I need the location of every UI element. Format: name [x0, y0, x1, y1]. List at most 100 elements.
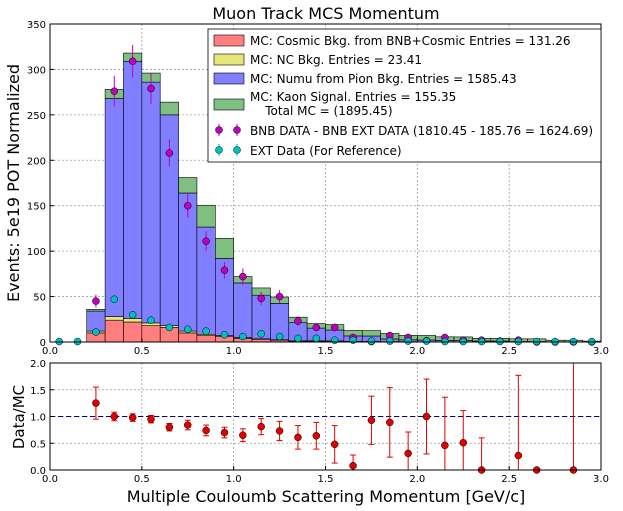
ratio-point [404, 449, 412, 458]
main-x-tick-label: 2.0 [409, 346, 425, 357]
ratio-point [239, 431, 247, 439]
legend-entry-bnb-data: BNB DATA - BNB EXT DATA (1810.45 - 185.7… [215, 124, 593, 138]
ratio-point [110, 412, 119, 421]
legend-label-numu: MC: Numu from Pion Bkg. Entries = 1585.4… [250, 72, 517, 86]
point-ext-data [312, 334, 321, 343]
point-bnb-data [312, 323, 321, 332]
ratio-point [202, 426, 210, 435]
main-y-tick-label: 300 [27, 65, 46, 76]
point-bnb-data [202, 237, 210, 245]
ratio-axis-ticks: 0.0 0.5 1.0 1.5 2.0 2.5 3.0 0.0 0.5 1.0 1.5 2.0 [30, 359, 609, 485]
main-y-tick-label: 50 [33, 293, 46, 304]
ratio-point [165, 423, 174, 431]
point-ext-data [147, 316, 155, 324]
legend-marker-ext-2 [233, 146, 241, 154]
ratio-point [147, 415, 155, 423]
ratio-x-tick-label: 1.5 [318, 474, 334, 485]
point-ext-data [92, 328, 100, 336]
legend-box [207, 28, 602, 163]
point-bnb-data [330, 323, 339, 332]
point-bnb-data [239, 272, 247, 281]
point-ext-data [257, 330, 265, 338]
point-bnb-data [257, 294, 265, 303]
legend-label-kaon-line: MC: Kaon Signal. Entries = 155.35 [250, 90, 456, 104]
point-bnb-data [275, 292, 284, 301]
ratio-point [459, 438, 467, 447]
bar-nc [104, 316, 124, 321]
point-bnb-data [220, 266, 229, 274]
point-ext-data [110, 295, 119, 304]
legend-entry-ext-data: EXT Data (For Reference) [215, 144, 402, 158]
main-y-axis-label: Events: 5e19 POT Normalized [4, 64, 23, 302]
point-ext-data [404, 337, 412, 345]
ratio-points [92, 362, 578, 474]
point-bnb-data [128, 57, 137, 66]
ratio-point [92, 399, 100, 407]
main-x-tick-label: 1.0 [226, 346, 242, 357]
point-ext-data [294, 334, 302, 343]
ratio-x-tick-label: 3.0 [593, 474, 609, 485]
legend-swatch-nc [213, 53, 245, 66]
bar-kaon [361, 330, 381, 337]
bar-cosmic [104, 319, 124, 343]
legend-swatch-kaon [213, 98, 245, 111]
main-x-tick-label: 1.5 [318, 346, 334, 357]
main-y-tick-label: 150 [27, 202, 46, 213]
legend-entry-kaon: MC: Kaon Signal. Entries = 155.35 Total … [213, 90, 456, 118]
ratio-point [441, 441, 449, 450]
ratio-point [128, 413, 137, 422]
ratio-point [367, 416, 376, 424]
legend-label-ext-data: EXT Data (For Reference) [250, 144, 402, 158]
ratio-y-tick-label: 2.0 [30, 359, 46, 370]
point-ext-data [349, 336, 357, 344]
legend-label-kaon: MC: Kaon Signal. Entries = 155.35 Total … [250, 90, 456, 118]
main-x-tick-label: 2.5 [501, 346, 517, 357]
bar-numu [233, 282, 253, 338]
legend-label-cosmic: MC: Cosmic Bkg. from BNB+Cosmic Entries … [250, 34, 571, 48]
bar-numu [104, 98, 124, 317]
bar-cosmic [196, 335, 216, 343]
x-axis-label: Multiple Couloumb Scattering Momentum [G… [127, 487, 526, 506]
point-ext-data [275, 332, 284, 341]
main-x-tick-label: 0.5 [134, 346, 150, 357]
bar-numu [86, 310, 106, 332]
point-ext-data [128, 310, 137, 319]
ratio-x-tick-label: 2.5 [501, 474, 517, 485]
bar-kaon [159, 101, 179, 116]
ratio-x-tick-label: 1.0 [226, 474, 242, 485]
ratio-x-tick-label: 0.0 [42, 474, 58, 485]
ratio-x-tick-label: 2.0 [409, 474, 425, 485]
point-ext-data [165, 323, 174, 332]
legend-marker-ext [215, 146, 223, 154]
legend-swatch-numu [213, 72, 245, 85]
main-histogram-panel: Muon Track MCS Momentum 0.0 0.5 1.0 1.5 2.0 2… [4, 4, 609, 357]
legend-marker-bnb-2 [233, 126, 241, 134]
point-bnb-data [294, 317, 302, 325]
point-ext-data [202, 327, 210, 335]
bar-cosmic [123, 321, 143, 343]
bar-kaon [178, 177, 198, 194]
ratio-point [312, 432, 321, 440]
point-bnb-data [92, 297, 100, 305]
chart-title: Muon Track MCS Momentum [212, 4, 439, 23]
ratio-point [349, 461, 357, 470]
legend-label-bnb-data: BNB DATA - BNB EXT DATA (1810.45 - 185.7… [250, 124, 593, 138]
point-ext-data [330, 336, 339, 344]
ratio-y-tick-label: 0.5 [30, 439, 46, 450]
main-x-tick-label: 0.0 [42, 346, 58, 357]
bar-kaon [215, 238, 234, 259]
legend: MC: Cosmic Bkg. from BNB+Cosmic Entries … [207, 28, 602, 163]
main-x-tick-label: 3.0 [593, 346, 609, 357]
ratio-point [220, 428, 229, 437]
point-bnb-data [165, 149, 174, 157]
ratio-point [275, 427, 284, 435]
point-ext-data [239, 332, 247, 341]
legend-entry-numu: MC: Numu from Pion Bkg. Entries = 1585.4… [213, 72, 517, 86]
ratio-point [514, 451, 523, 460]
main-y-tick-label: 250 [27, 111, 46, 122]
ratio-point [386, 418, 394, 427]
legend-entry-nc: MC: NC Bkg. Entries = 23.41 [213, 53, 422, 67]
ratio-point [294, 433, 302, 442]
point-bnb-data [184, 201, 192, 210]
